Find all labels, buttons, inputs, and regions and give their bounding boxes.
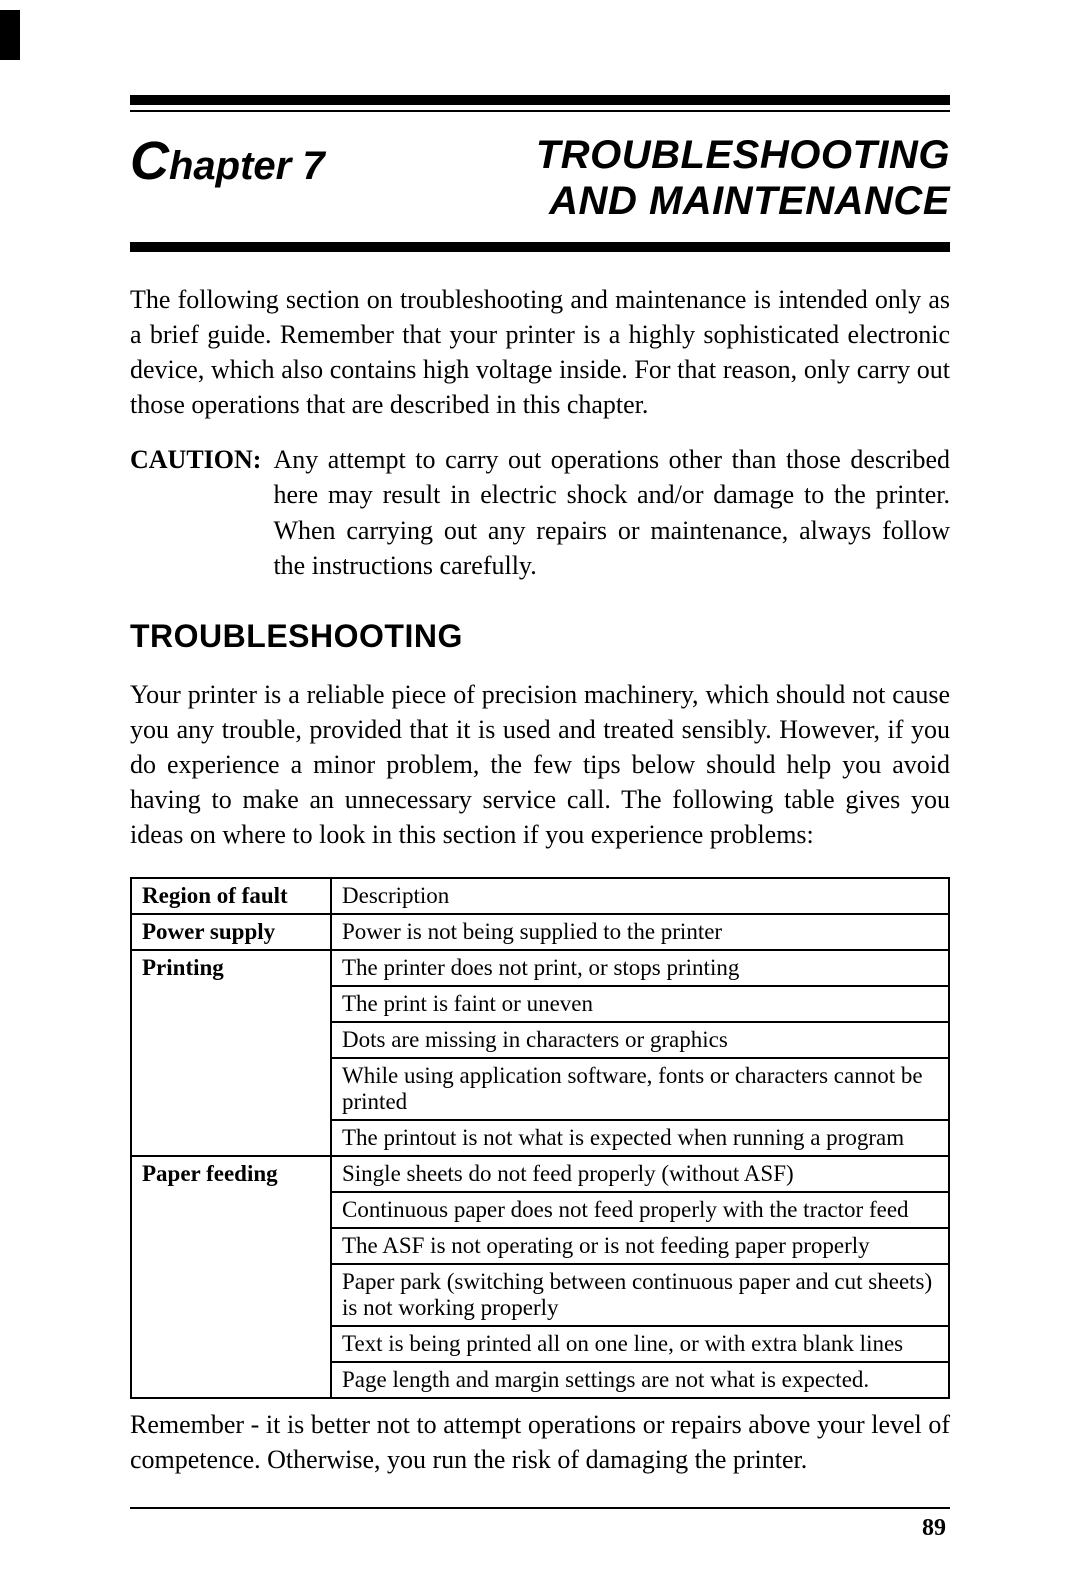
chapter-label-text: hapter 7 <box>169 144 325 188</box>
table-cell-desc: The ASF is not operating or is not feedi… <box>331 1228 949 1264</box>
table-cell-region: Printing <box>131 950 331 1156</box>
table-row: Power supply Power is not being supplied… <box>131 914 949 950</box>
table-cell-desc: Paper park (switching between continuous… <box>331 1264 949 1326</box>
chapter-label: Chapter 7 <box>130 132 325 191</box>
table-cell-region: Paper feeding <box>131 1156 331 1398</box>
chapter-title: TROUBLESHOOTING AND MAINTENANCE <box>536 132 950 224</box>
chapter-header: Chapter 7 TROUBLESHOOTING AND MAINTENANC… <box>130 132 950 224</box>
table-cell-region: Power supply <box>131 914 331 950</box>
footer-rule <box>130 1507 950 1509</box>
rule-thick-top <box>130 95 950 105</box>
table-cell-desc: Single sheets do not feed properly (with… <box>331 1156 949 1192</box>
table-cell-desc: The printout is not what is expected whe… <box>331 1120 949 1156</box>
page-content: Chapter 7 TROUBLESHOOTING AND MAINTENANC… <box>0 0 1080 1582</box>
closing-paragraph: Remember - it is better not to attempt o… <box>130 1407 950 1477</box>
table-header-description: Description <box>331 878 949 914</box>
table-cell-desc: Power is not being supplied to the print… <box>331 914 949 950</box>
table-cell-desc: While using application software, fonts … <box>331 1058 949 1120</box>
chapter-title-line2: AND MAINTENANCE <box>549 179 950 223</box>
table-cell-desc: Continuous paper does not feed properly … <box>331 1192 949 1228</box>
page-number: 89 <box>130 1515 950 1542</box>
table-cell-desc: Dots are missing in characters or graphi… <box>331 1022 949 1058</box>
caution-label: CAUTION: <box>130 442 261 582</box>
rule-thin-top <box>130 110 950 112</box>
fault-table: Region of fault Description Power supply… <box>130 877 950 1399</box>
section-heading: TROUBLESHOOTING <box>130 618 950 655</box>
scan-edge-mark <box>0 10 20 60</box>
table-row: Printing The printer does not print, or … <box>131 950 949 986</box>
caution-block: CAUTION: Any attempt to carry out operat… <box>130 442 950 582</box>
table-header-row: Region of fault Description <box>131 878 949 914</box>
table-cell-desc: The print is faint or uneven <box>331 986 949 1022</box>
intro-paragraph: The following section on troubleshooting… <box>130 282 950 422</box>
rule-thick-bottom <box>130 242 950 252</box>
section-paragraph: Your printer is a reliable piece of prec… <box>130 677 950 852</box>
chapter-dropcap: C <box>130 131 169 191</box>
table-cell-desc: Text is being printed all on one line, o… <box>331 1326 949 1362</box>
table-header-region: Region of fault <box>131 878 331 914</box>
table-cell-desc: The printer does not print, or stops pri… <box>331 950 949 986</box>
table-row: Paper feeding Single sheets do not feed … <box>131 1156 949 1192</box>
table-cell-desc: Page length and margin settings are not … <box>331 1362 949 1398</box>
chapter-title-line1: TROUBLESHOOTING <box>536 133 950 177</box>
caution-text: Any attempt to carry out operations othe… <box>273 442 950 582</box>
